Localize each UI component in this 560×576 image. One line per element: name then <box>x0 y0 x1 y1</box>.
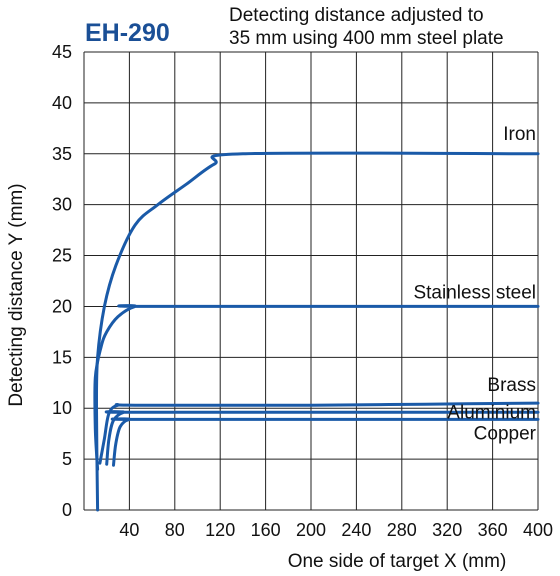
series-label-brass: Brass <box>487 375 536 396</box>
x-tick-label: 360 <box>478 520 508 540</box>
y-tick-label: 45 <box>52 42 72 62</box>
series-line-copper <box>110 417 540 467</box>
grid <box>83 51 539 511</box>
x-tick-label: 40 <box>119 520 139 540</box>
x-tick-label: 240 <box>341 520 371 540</box>
x-tick-label: 80 <box>165 520 185 540</box>
chart-subtitle-line-2: 35 mm using 400 mm steel plate <box>229 28 504 49</box>
x-axis-label: One side of target X (mm) <box>288 551 507 572</box>
y-tick-label: 30 <box>52 195 72 215</box>
x-tick-label: 320 <box>432 520 462 540</box>
x-tick-label: 400 <box>523 520 553 540</box>
x-tick-label: 200 <box>296 520 326 540</box>
series-line-iron <box>94 151 540 512</box>
x-tick-label: 280 <box>387 520 417 540</box>
y-tick-label: 40 <box>52 93 72 113</box>
series-label-aluminium: Aluminium <box>447 402 536 423</box>
y-tick-label: 15 <box>52 347 72 367</box>
chart-subtitle-line-1: Detecting distance adjusted to <box>229 5 484 26</box>
y-tick-label: 25 <box>52 246 72 266</box>
series-label-stainless-steel: Stainless steel <box>413 282 536 303</box>
y-tick-label: 5 <box>62 449 72 469</box>
y-axis-label: Detecting distance Y (mm) <box>6 183 27 406</box>
x-tick-label: 160 <box>251 520 281 540</box>
y-tick-label: 0 <box>62 500 72 520</box>
y-tick-label: 10 <box>52 398 72 418</box>
series-line-stainless-steel <box>93 304 540 471</box>
series-line-brass <box>98 401 540 465</box>
y-tick-label: 35 <box>52 144 72 164</box>
series-line-aluminium <box>104 410 540 466</box>
x-tick-label: 120 <box>205 520 235 540</box>
chart-title: EH-290 <box>85 19 170 47</box>
series-lines <box>93 151 540 512</box>
y-tick-label: 20 <box>52 296 72 316</box>
series-label-iron: Iron <box>503 124 536 145</box>
series-label-copper: Copper <box>474 423 537 444</box>
tick-labels: 0 5 10 15 20 25 30 35 40 45 40 80 120 160 200 240 280 320… <box>52 42 553 540</box>
